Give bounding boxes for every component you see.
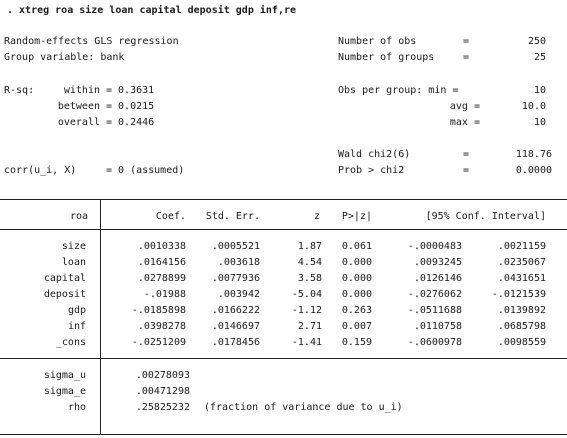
- col-header-ci: [95% Conf. Interval]: [425, 211, 546, 222]
- row-coef: -.0185898: [131, 305, 186, 316]
- row-coef: .0278899: [137, 273, 186, 284]
- row-ci-high: .0098559: [497, 337, 546, 348]
- corr-value: = 0 (assumed): [106, 165, 185, 176]
- row-ci-low: .0126146: [413, 273, 462, 284]
- row-p: 0.263: [341, 305, 372, 316]
- row-ci-low: -.0000483: [407, 241, 462, 252]
- table-header-rule: [0, 229, 567, 230]
- obs-avg-label: avg =: [449, 101, 480, 112]
- row-se: .003618: [217, 257, 260, 268]
- row-ci-high: .0431651: [497, 273, 546, 284]
- nobs-eq: =: [463, 36, 470, 47]
- rsq-overall-label: overall: [57, 117, 100, 128]
- rsq-label: R-sq:: [4, 85, 35, 96]
- prob-eq: =: [463, 165, 470, 176]
- row-coef: .0164156: [137, 257, 186, 268]
- col-header-z: z: [313, 211, 320, 222]
- sigma-value: .00471298: [135, 386, 190, 397]
- row-var: inf: [67, 321, 86, 332]
- row-z: 3.58: [297, 273, 322, 284]
- sigma-value: .00278093: [135, 370, 190, 381]
- row-z: -5.04: [291, 289, 322, 300]
- sigma-var: sigma_u: [43, 370, 86, 381]
- obs-avg-value: 10.0: [521, 101, 546, 112]
- row-var: _cons: [55, 337, 86, 348]
- obs-min-value: 10: [533, 85, 546, 96]
- command-line: . xtreg roa size loan capital deposit gd…: [7, 5, 296, 16]
- row-ci-high: .0685798: [497, 321, 546, 332]
- rsq-within-value: = 0.3631: [106, 85, 155, 96]
- rsq-overall-value: = 0.2446: [106, 117, 155, 128]
- wald-label: Wald chi2(6): [338, 149, 411, 160]
- row-ci-low: .0110758: [413, 321, 462, 332]
- row-z: 2.71: [297, 321, 322, 332]
- obs-max-label: max =: [449, 117, 480, 128]
- wald-eq: =: [463, 149, 470, 160]
- row-se: .0166222: [211, 305, 260, 316]
- sigma-value: .25825232: [135, 402, 190, 413]
- corr-label: corr(u_i, X): [4, 165, 77, 176]
- row-se: .0178456: [211, 337, 260, 348]
- row-p: 0.000: [341, 289, 372, 300]
- col-header-se: Std. Err.: [205, 211, 260, 222]
- row-p: 0.007: [341, 321, 372, 332]
- rsq-between-value: = 0.0215: [106, 101, 155, 112]
- sigma-var: rho: [67, 402, 86, 413]
- row-z: 1.87: [297, 241, 322, 252]
- row-coef: -.01988: [143, 289, 186, 300]
- row-coef: .0398278: [137, 321, 186, 332]
- nobs-label: Number of obs: [338, 36, 417, 47]
- row-ci-high: .0235067: [497, 257, 546, 268]
- row-z: -1.12: [291, 305, 322, 316]
- ngroups-value: 25: [533, 52, 546, 63]
- row-p: 0.000: [341, 257, 372, 268]
- obs-per-group-label: Obs per group: min =: [338, 85, 459, 96]
- row-p: 0.159: [341, 337, 372, 348]
- table-sigma-rule: [0, 358, 567, 359]
- rsq-within-label: within: [63, 85, 100, 96]
- row-var: deposit: [43, 289, 86, 300]
- row-var: loan: [61, 257, 86, 268]
- row-ci-low: -.0600978: [407, 337, 462, 348]
- table-column-divider: [100, 199, 101, 435]
- rsq-between-label: between: [57, 101, 100, 112]
- rho-note: (fraction of variance due to u_i): [204, 402, 403, 413]
- row-ci-high: -.0121539: [491, 289, 546, 300]
- row-z: 4.54: [297, 257, 322, 268]
- row-var: gdp: [67, 305, 86, 316]
- model-title: Random-effects GLS regression: [4, 36, 179, 47]
- group-variable: Group variable: bank: [4, 52, 125, 63]
- row-p: 0.061: [341, 241, 372, 252]
- row-se: .003942: [217, 289, 260, 300]
- sigma-var: sigma_e: [43, 386, 86, 397]
- row-coef: -.0251209: [131, 337, 186, 348]
- row-ci-low: -.0276062: [407, 289, 462, 300]
- row-p: 0.000: [341, 273, 372, 284]
- ngroups-eq: =: [463, 52, 470, 63]
- nobs-value: 250: [527, 36, 546, 47]
- row-ci-low: -.0511688: [407, 305, 462, 316]
- table-top-rule: [0, 199, 567, 200]
- table-bottom-rule: [0, 434, 567, 435]
- wald-value: 118.76: [515, 149, 552, 160]
- row-ci-high: .0021159: [497, 241, 546, 252]
- ngroups-label: Number of groups: [338, 52, 435, 63]
- obs-max-value: 10: [533, 117, 546, 128]
- row-ci-low: .0093245: [413, 257, 462, 268]
- row-se: .0005521: [211, 241, 260, 252]
- row-se: .0146697: [211, 321, 260, 332]
- row-var: size: [61, 241, 86, 252]
- row-z: -1.41: [291, 337, 322, 348]
- row-se: .0077936: [211, 273, 260, 284]
- prob-label: Prob > chi2: [338, 165, 405, 176]
- row-ci-high: .0139892: [497, 305, 546, 316]
- col-header-coef: Coef.: [155, 211, 186, 222]
- col-header-p: P>|z|: [341, 211, 372, 222]
- prob-value: 0.0000: [515, 165, 552, 176]
- col-header-var: roa: [69, 211, 88, 222]
- row-coef: .0010338: [137, 241, 186, 252]
- row-var: capital: [43, 273, 86, 284]
